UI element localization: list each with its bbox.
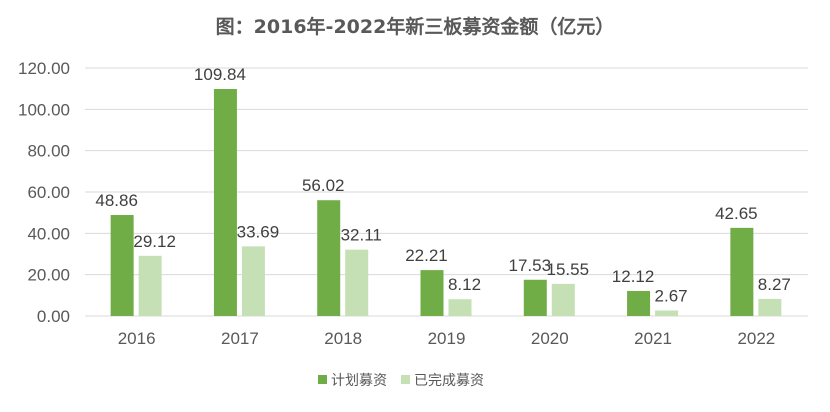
legend-swatch-planned (318, 375, 327, 384)
data-label: 33.69 (237, 222, 280, 241)
bar-completed (241, 246, 265, 316)
y-tick-label: 40.00 (27, 224, 70, 243)
y-tick-label: 120.00 (18, 59, 70, 78)
data-label: 15.55 (547, 260, 590, 279)
chart-title: 图：2016年-2022年新三板募资金额（亿元） (216, 15, 615, 38)
data-label: 12.12 (612, 267, 655, 286)
data-label: 56.02 (302, 176, 345, 195)
legend-label-planned: 计划募资 (331, 373, 387, 389)
bar-planned (110, 215, 134, 316)
data-label: 17.53 (509, 256, 552, 275)
data-label: 109.84 (194, 65, 246, 84)
y-axis: 0.00 20.00 40.00 60.00 80.00 100.00 120.00 (18, 59, 70, 326)
gridlines (85, 67, 808, 317)
x-axis: 2016 2017 2018 2019 2020 2021 2022 (118, 329, 776, 348)
bar-planned (420, 270, 444, 316)
bars (110, 88, 782, 316)
x-tick-label: 2017 (221, 329, 259, 348)
data-label: 32.11 (341, 226, 382, 245)
x-tick-label: 2016 (118, 329, 156, 348)
x-tick-label: 2020 (531, 329, 569, 348)
data-label: 29.12 (133, 232, 176, 251)
bar-planned (523, 279, 547, 316)
bar-completed (551, 283, 575, 316)
data-label: 48.86 (95, 191, 138, 210)
legend-swatch-completed (401, 375, 410, 384)
data-label: 8.12 (448, 275, 481, 294)
bar-completed (448, 299, 472, 316)
y-tick-label: 60.00 (27, 183, 70, 202)
data-label: 2.67 (655, 286, 688, 305)
bar-completed (655, 310, 679, 316)
bar-planned (213, 88, 237, 316)
x-tick-label: 2018 (324, 329, 362, 348)
y-tick-label: 0.00 (37, 307, 70, 326)
legend-label-completed: 已完成募资 (414, 373, 484, 389)
bar-planned (627, 290, 651, 316)
data-labels: 48.86 29.12 109.84 33.69 56.02 32.11 22.218.12… (95, 65, 791, 305)
x-tick-label: 2021 (634, 329, 672, 348)
legend: 计划募资 已完成募资 (318, 373, 484, 389)
x-tick-label: 2022 (737, 329, 775, 348)
y-tick-label: 80.00 (27, 142, 70, 161)
bar-completed (138, 255, 162, 316)
y-tick-label: 100.00 (18, 100, 70, 119)
x-tick-label: 2019 (428, 329, 466, 348)
y-tick-label: 20.00 (27, 266, 70, 285)
data-label: 42.65 (715, 204, 758, 223)
bar-completed (758, 298, 782, 316)
data-label: 8.27 (758, 275, 791, 294)
bar-planned (317, 200, 341, 316)
bar-planned (730, 227, 754, 316)
bar-completed (345, 249, 369, 316)
data-label: 22.21 (405, 246, 448, 265)
